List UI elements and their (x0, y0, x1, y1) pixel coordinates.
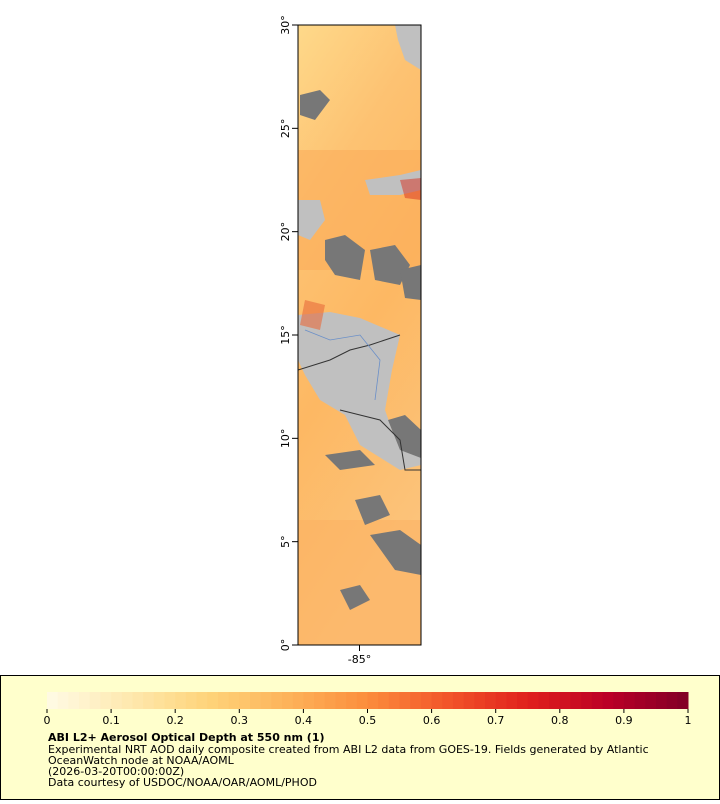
colorbar-segment (495, 692, 507, 709)
colorbar-segment (57, 692, 69, 709)
colorbar-tick-label: 0.2 (166, 714, 184, 727)
colorbar-segment (303, 692, 315, 709)
colorbar-segment (420, 692, 433, 709)
colorbar-segment (143, 692, 155, 709)
colorbar-segment (485, 692, 497, 709)
colorbar-segment (335, 692, 347, 709)
colorbar-segment (121, 692, 133, 709)
y-tick-label: 0° (279, 639, 292, 652)
colorbar-tick-label: 0.5 (359, 714, 377, 727)
colorbar-tick-label: 0.9 (615, 714, 633, 727)
colorbar-segment (79, 692, 91, 709)
colorbar-segment (378, 692, 390, 709)
colorbar-segment (645, 692, 657, 709)
colorbar-tick-label: 0.4 (295, 714, 313, 727)
colorbar-segment (356, 692, 368, 709)
colorbar-segment (506, 692, 518, 709)
colorbar-segment (239, 692, 251, 709)
colorbar-segment (100, 692, 112, 709)
colorbar-tick-label: 0 (44, 714, 51, 727)
colorbar-segment (666, 692, 678, 709)
colorbar-segment (517, 692, 529, 709)
colorbar-segment (452, 692, 465, 709)
y-tick-label: 5° (279, 535, 292, 548)
colorbar-segment (655, 692, 668, 709)
caption-title: ABI L2+ Aerosol Optical Depth at 550 nm … (48, 731, 325, 744)
colorbar-segment (463, 692, 475, 709)
colorbar-segment (367, 692, 379, 709)
colorbar-segment (249, 692, 262, 709)
colorbar-segment (559, 692, 571, 709)
colorbar-segment (634, 692, 646, 709)
caption-line: Experimental NRT AOD daily composite cre… (48, 743, 649, 756)
x-tick-label: -85° (348, 653, 371, 666)
colorbar-segment (613, 692, 625, 709)
colorbar-segment (538, 692, 550, 709)
colorbar-segment (228, 692, 240, 709)
colorbar-tick-label: 0.3 (231, 714, 249, 727)
y-tick-label: 10° (279, 429, 292, 449)
colorbar-tick-label: 0.1 (102, 714, 120, 727)
colorbar-segment (185, 692, 198, 709)
colorbar-segment (271, 692, 283, 709)
colorbar-segment (602, 692, 614, 709)
map-image (298, 25, 421, 645)
colorbar-segment (388, 692, 401, 709)
colorbar-segment (570, 692, 582, 709)
colorbar-tick-label: 1 (685, 714, 692, 727)
y-tick-label: 20° (279, 222, 292, 242)
colorbar-segment (207, 692, 219, 709)
colorbar-segment (346, 692, 358, 709)
colorbar-segment (442, 692, 454, 709)
colorbar-segment (527, 692, 539, 709)
colorbar-segment (164, 692, 176, 709)
colorbar-segment (399, 692, 411, 709)
colorbar-segment (217, 692, 230, 709)
colorbar-segment (474, 692, 486, 709)
colorbar-segment (431, 692, 443, 709)
colorbar-segment (282, 692, 294, 709)
colorbar-segment (677, 692, 689, 709)
y-tick-label: 25° (279, 119, 292, 139)
colorbar-tick-label: 0.6 (423, 714, 441, 727)
colorbar-segment (292, 692, 304, 709)
colorbar-tick-label: 0.8 (551, 714, 569, 727)
colorbar-segment (132, 692, 144, 709)
colorbar-segment (581, 692, 593, 709)
colorbar-segment (111, 692, 123, 709)
colorbar-segment (153, 692, 166, 709)
caption-line: Data courtesy of USDOC/NOAA/OAR/AOML/PHO… (48, 776, 317, 789)
colorbar-segment (89, 692, 101, 709)
colorbar-segment (47, 692, 59, 709)
caption-line: (2026-03-20T00:00:00Z) (48, 765, 184, 778)
caption-line: OceanWatch node at NOAA/AOML (48, 754, 235, 767)
colorbar-segment (591, 692, 604, 709)
y-tick-label: 15° (279, 325, 292, 345)
colorbar-segment (549, 692, 561, 709)
colorbar-segment (410, 692, 422, 709)
colorbar-segment (623, 692, 636, 709)
colorbar-tick-label: 0.7 (487, 714, 505, 727)
colorbar-segment (196, 692, 208, 709)
colorbar-segment (324, 692, 336, 709)
y-tick-label: 30° (279, 15, 292, 35)
colorbar-segment (314, 692, 326, 709)
colorbar-segment (175, 692, 187, 709)
colorbar-segment (260, 692, 272, 709)
colorbar-segment (68, 692, 80, 709)
